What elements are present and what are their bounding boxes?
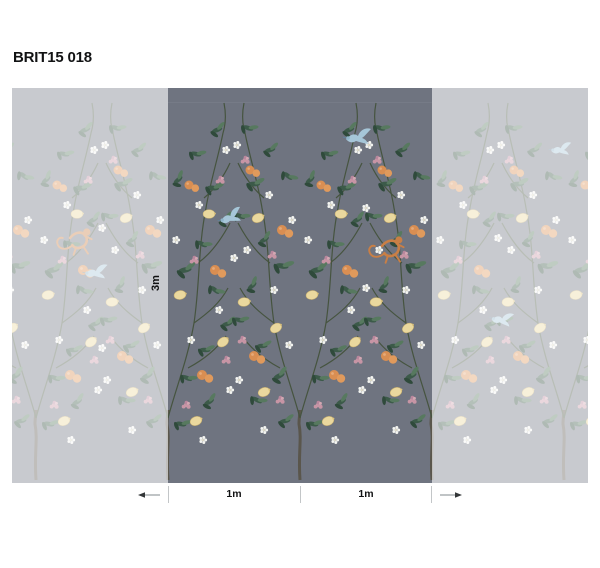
height-dimension-label: 3m (150, 275, 162, 291)
panel-boundary-tick (431, 486, 432, 503)
panel-width-label-1: 1m (226, 488, 242, 500)
panel-width-label-2: 1m (358, 488, 374, 500)
left-repeat-fade-overlay (12, 88, 168, 483)
product-code: BRIT15 018 (13, 49, 92, 66)
right-repeat-fade-overlay (432, 88, 588, 483)
mural-preview-image (12, 88, 588, 483)
panel-boundary-tick (300, 486, 301, 503)
panel-boundary-tick (168, 486, 169, 503)
repeat-right-arrow-icon (440, 492, 462, 498)
repeat-left-arrow-icon (138, 492, 160, 498)
